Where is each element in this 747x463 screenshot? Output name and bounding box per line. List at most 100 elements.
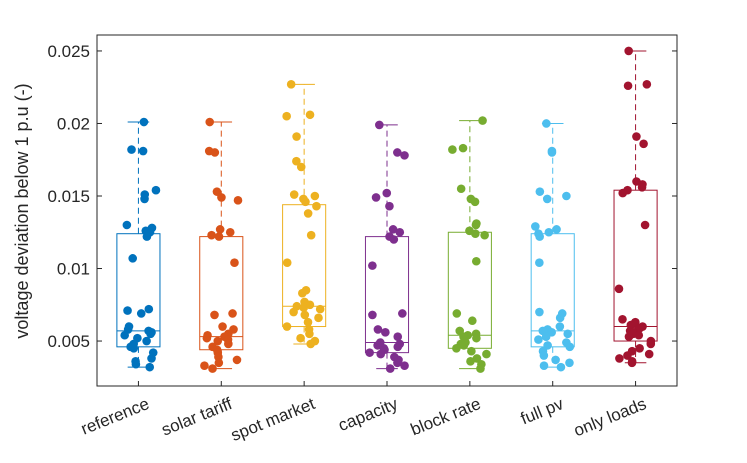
data-point	[230, 258, 239, 268]
y-axis-title: voltage deviation below 1 p.u (-)	[12, 83, 32, 338]
data-point	[468, 316, 477, 326]
x-tick-label: only loads	[571, 394, 649, 440]
data-point	[556, 362, 566, 372]
data-point	[393, 148, 402, 157]
data-point	[208, 364, 217, 373]
data-point	[534, 335, 543, 344]
data-point	[289, 190, 299, 199]
data-point	[305, 329, 314, 339]
data-point	[205, 117, 215, 127]
box-iqr	[613, 189, 658, 342]
data-point	[448, 145, 457, 154]
data-point	[200, 361, 209, 370]
data-point	[214, 358, 224, 368]
data-point	[395, 227, 405, 237]
y-tick-label: 0.01	[57, 260, 90, 279]
data-point	[640, 220, 650, 230]
data-point	[539, 361, 549, 370]
x-tick-label: capacity	[336, 394, 401, 435]
box-iqr	[116, 233, 161, 348]
data-point	[120, 330, 129, 340]
data-point	[303, 209, 313, 218]
data-point	[618, 188, 628, 198]
data-point	[385, 201, 394, 211]
data-point	[303, 317, 313, 327]
data-point	[207, 230, 216, 240]
data-point	[565, 358, 574, 368]
data-point	[634, 330, 644, 340]
data-point	[542, 119, 551, 128]
box-group	[199, 117, 244, 373]
data-point	[555, 313, 565, 323]
data-point	[131, 359, 141, 369]
data-point	[151, 185, 161, 195]
data-point	[301, 197, 310, 207]
data-point	[551, 355, 560, 365]
data-point	[224, 339, 233, 349]
data-point	[128, 254, 137, 263]
data-point	[624, 332, 634, 341]
data-point	[310, 191, 320, 201]
data-point	[470, 197, 480, 207]
data-point	[289, 307, 298, 317]
x-tick-label: spot market	[228, 394, 318, 445]
data-point	[314, 313, 323, 323]
data-point	[138, 146, 148, 156]
data-point	[458, 143, 468, 153]
data-point	[467, 346, 476, 356]
data-point	[368, 261, 377, 270]
data-point	[282, 322, 292, 331]
data-point	[393, 332, 403, 341]
data-point	[542, 194, 552, 204]
data-point	[382, 188, 392, 198]
data-point	[140, 194, 149, 204]
y-tick-label: 0.015	[47, 187, 90, 206]
data-point	[306, 339, 316, 349]
data-point	[298, 288, 307, 298]
data-point	[541, 332, 551, 341]
data-point	[215, 225, 225, 234]
data-point	[535, 187, 545, 196]
y-tick-label: 0.025	[47, 42, 90, 61]
data-point	[400, 151, 409, 160]
data-point	[627, 358, 637, 368]
data-point	[471, 229, 480, 239]
x-tick-label: solar tariff	[159, 394, 235, 440]
data-point	[202, 333, 212, 343]
box-group	[282, 80, 327, 349]
data-point	[123, 306, 132, 315]
y-tick-label: 0.005	[47, 332, 90, 351]
plot-area-background	[97, 35, 677, 386]
data-point	[478, 116, 487, 125]
data-point	[233, 196, 243, 205]
data-point	[632, 132, 641, 141]
data-point	[635, 343, 644, 353]
data-point	[615, 354, 624, 363]
data-point	[480, 230, 489, 240]
data-point	[225, 227, 235, 237]
data-point	[531, 222, 540, 231]
data-point	[562, 191, 571, 201]
data-point	[555, 322, 565, 331]
data-point	[292, 156, 301, 166]
data-point	[315, 304, 325, 314]
data-point	[456, 184, 466, 194]
data-point	[472, 333, 481, 343]
x-tick-label: reference	[78, 394, 152, 439]
data-point	[543, 341, 552, 350]
y-tick-label: 0.02	[57, 114, 90, 133]
data-point	[381, 328, 390, 337]
data-point	[644, 349, 654, 359]
data-point	[618, 314, 627, 324]
data-point	[312, 201, 321, 211]
data-point	[385, 364, 395, 373]
data-point	[544, 227, 554, 237]
data-point	[565, 342, 575, 352]
data-point	[393, 358, 402, 368]
data-point	[388, 225, 398, 234]
box-group	[447, 116, 492, 373]
data-point	[535, 232, 544, 241]
data-point	[552, 225, 561, 234]
box-plot-marks	[116, 46, 658, 373]
data-point	[282, 111, 291, 121]
